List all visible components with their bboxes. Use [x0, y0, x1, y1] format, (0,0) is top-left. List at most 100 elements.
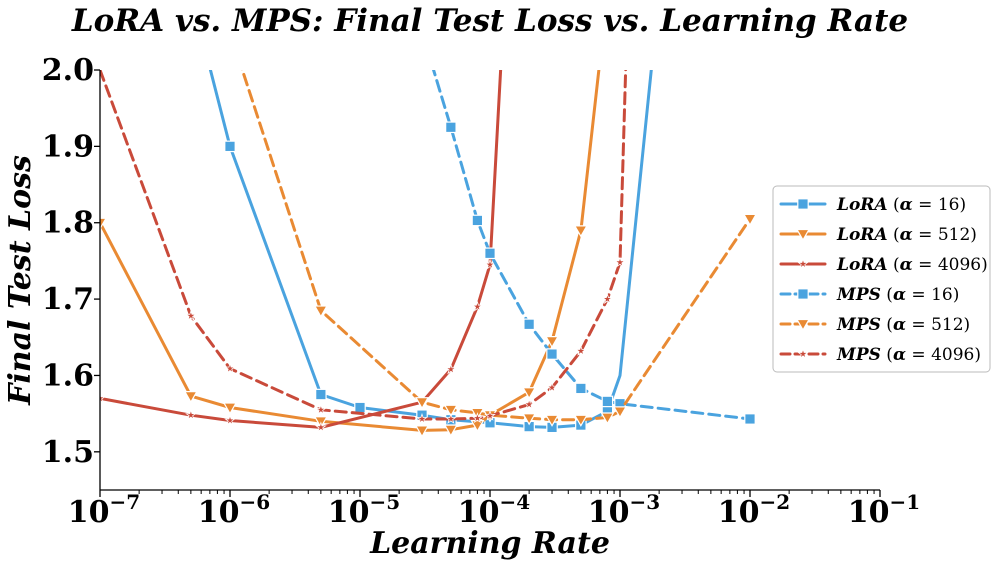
x-tick-base: 10: [458, 495, 500, 530]
legend-entry-lora-alpha-4096: LoRA (α = 4096): [779, 255, 988, 275]
data-point-lora-alpha-512: [443, 424, 458, 437]
legend-param-value: = 512): [913, 225, 977, 245]
data-point-mps-alpha-512: [573, 414, 588, 427]
series-line-lora-alpha-4096: [100, 70, 503, 429]
legend-param-value: = 512): [906, 315, 970, 335]
legend-param-value: = 4096): [913, 255, 988, 275]
data-point-lora-alpha-512: [183, 390, 198, 404]
legend-label-lora-alpha-512: LoRA (α = 512): [836, 225, 977, 245]
legend-marker-lora-alpha-16: [797, 198, 809, 210]
series-line-mps-alpha-4096: [100, 70, 628, 421]
legend-label-lora-alpha-4096: LoRA (α = 4096): [836, 255, 988, 275]
series-line-mps-alpha-16: [431, 70, 752, 421]
x-tick-label: 10−3: [588, 490, 660, 530]
series-line-lora-alpha-512: [100, 70, 601, 432]
legend-entry-mps-alpha-4096: MPS (α = 4096): [779, 345, 981, 365]
legend: LoRA (α = 16)LoRA (α = 512)LoRA (α = 409…: [772, 185, 991, 373]
legend-method: LoRA: [836, 255, 888, 275]
legend-method: LoRA: [836, 225, 888, 245]
legend-param: (: [888, 255, 900, 275]
x-tick-base: 10: [718, 495, 760, 530]
data-point-mps-alpha-16: [575, 382, 587, 395]
x-tick-label: 10−6: [198, 490, 270, 530]
data-point-mps-alpha-4096: [471, 412, 484, 424]
data-point-mps-alpha-4096: [224, 362, 236, 374]
legend-param-value: = 16): [913, 195, 966, 215]
series-lora-alpha-4096: [100, 70, 503, 433]
x-tick-exponent: −4: [500, 490, 531, 514]
series-mps-alpha-512: [240, 70, 758, 427]
x-tick-label: 10−1: [848, 490, 920, 530]
plot-area: [100, 70, 758, 438]
data-point-lora-alpha-4096: [471, 300, 484, 312]
legend-alpha-symbol: α: [900, 225, 913, 245]
y-tick-label: 2.0: [42, 53, 94, 88]
legend-param: (: [888, 225, 900, 245]
x-tick-exponent: −6: [240, 490, 271, 514]
legend-method: MPS: [836, 345, 881, 365]
legend-label-mps-alpha-512: MPS (α = 512): [836, 315, 970, 335]
data-point-mps-alpha-16: [546, 348, 558, 360]
x-tick-exponent: −5: [370, 490, 401, 514]
data-point-mps-alpha-16: [484, 247, 496, 260]
data-point-mps-alpha-4096: [416, 412, 428, 424]
data-point-lora-alpha-512: [222, 402, 238, 415]
data-point-mps-alpha-4096: [523, 398, 535, 410]
data-point-mps-alpha-16: [471, 214, 484, 227]
legend-alpha-symbol: α: [893, 315, 906, 335]
legend-method: LoRA: [836, 195, 888, 215]
data-point-lora-alpha-16: [354, 401, 366, 414]
x-tick-base: 10: [588, 495, 630, 530]
legend-marker-mps-alpha-16: [797, 288, 809, 300]
legend-alpha-symbol: α: [900, 195, 913, 215]
data-point-mps-alpha-4096: [546, 381, 558, 393]
series-lora-alpha-512: [100, 70, 601, 438]
x-tick-label: 10−5: [328, 490, 400, 530]
data-point-mps-alpha-16: [523, 318, 535, 331]
series-mps-alpha-4096: [100, 70, 628, 424]
data-point-mps-alpha-4096: [601, 293, 614, 305]
data-point-mps-alpha-512: [600, 412, 615, 425]
data-point-mps-alpha-512: [443, 404, 458, 418]
data-point-lora-alpha-4096: [445, 363, 457, 375]
legend-param: (: [881, 315, 893, 335]
legend-label-mps-alpha-4096: MPS (α = 4096): [836, 345, 981, 365]
data-point-lora-alpha-4096: [315, 421, 327, 433]
axes: 1.51.61.71.81.92.010−7 10−6 10−5 10−4 10−3 10…: [42, 53, 920, 530]
data-point-mps-alpha-4096: [575, 344, 587, 356]
legend-marker-mps-alpha-512: [795, 318, 811, 332]
legend-entry-lora-alpha-512: LoRA (α = 512): [779, 225, 977, 245]
x-tick-exponent: −2: [760, 490, 791, 514]
data-point-mps-alpha-4096: [614, 256, 626, 268]
data-point-lora-alpha-16: [315, 388, 327, 401]
data-point-mps-alpha-16: [744, 413, 756, 425]
data-point-lora-alpha-16: [224, 140, 236, 153]
y-tick-label: 1.8: [42, 206, 94, 241]
data-point-mps-alpha-4096: [315, 403, 327, 415]
legend-marker-lora-alpha-4096: [797, 257, 809, 269]
legend-marker-lora-alpha-512: [795, 228, 811, 242]
data-point-mps-alpha-16: [601, 395, 614, 408]
legend-alpha-symbol: α: [893, 345, 906, 365]
legend-entry-lora-alpha-16: LoRA (α = 16): [779, 195, 966, 215]
data-point-mps-alpha-4096: [484, 409, 496, 421]
data-point-mps-alpha-512: [612, 406, 628, 419]
y-tick-label: 1.6: [42, 358, 94, 393]
series-line-mps-alpha-512: [240, 70, 752, 422]
legend-param: (: [881, 285, 893, 305]
x-tick-base: 10: [328, 495, 370, 530]
data-point-mps-alpha-512: [313, 305, 328, 318]
legend-method: MPS: [836, 315, 881, 335]
x-tick-exponent: −7: [110, 490, 141, 514]
data-point-lora-alpha-512: [545, 336, 560, 349]
x-tick-base: 10: [68, 495, 110, 530]
legend-frame: [772, 185, 991, 373]
chart-title: LoRA vs. MPS: Final Test Loss vs. Learni…: [71, 3, 908, 39]
x-tick-label: 10−7: [68, 490, 140, 530]
legend-param: (: [881, 345, 893, 365]
x-tick-base: 10: [848, 495, 890, 530]
legend-entry-mps-alpha-512: MPS (α = 512): [779, 315, 970, 335]
x-tick-label: 10−4: [458, 490, 531, 530]
series-line-lora-alpha-16: [208, 70, 653, 429]
